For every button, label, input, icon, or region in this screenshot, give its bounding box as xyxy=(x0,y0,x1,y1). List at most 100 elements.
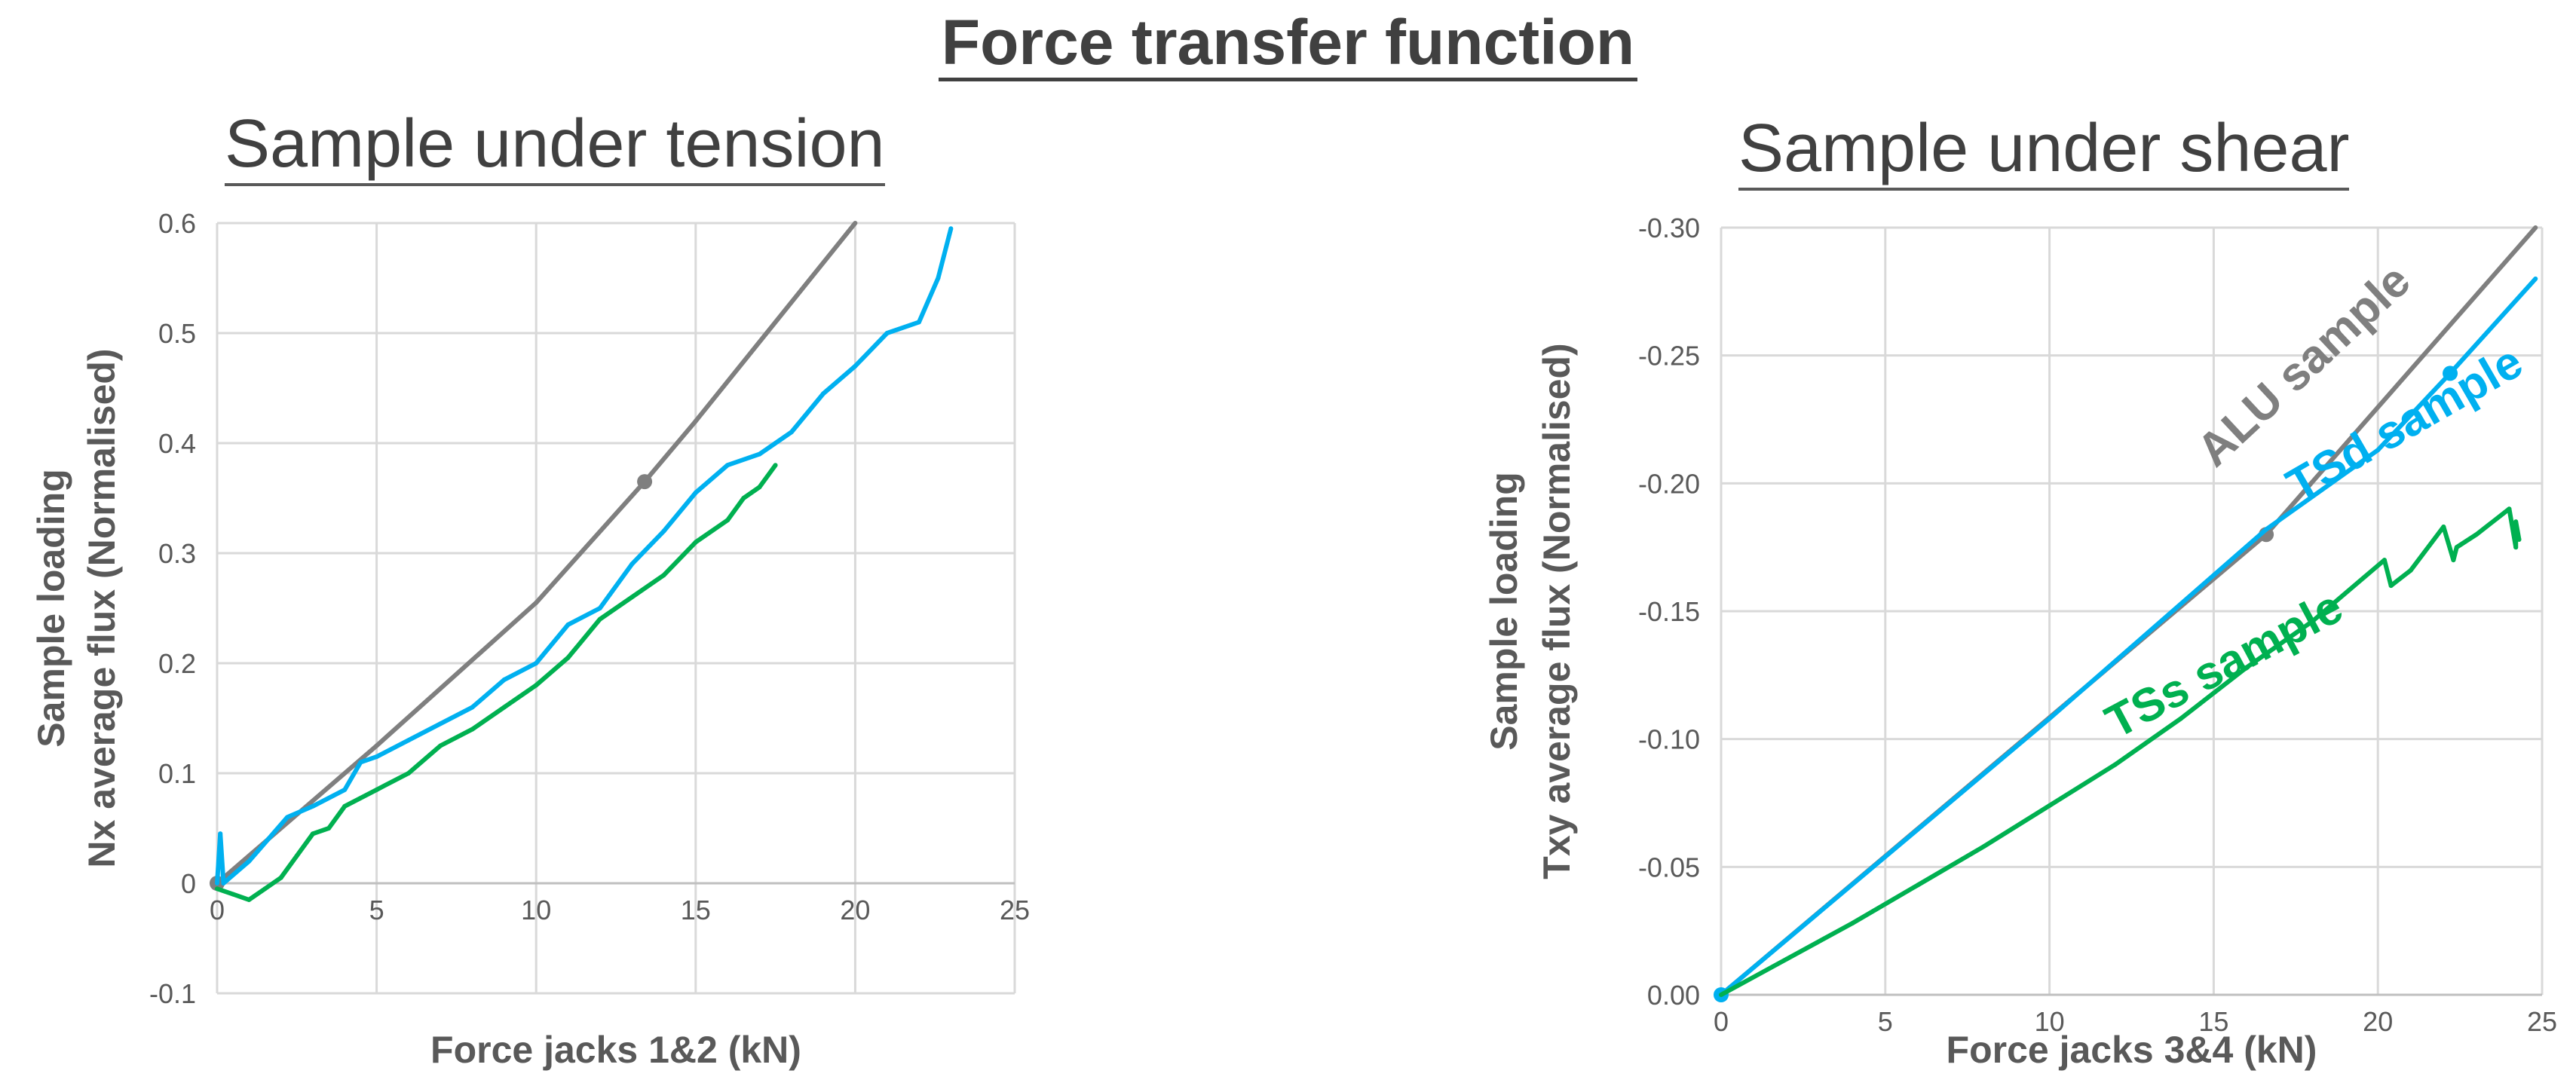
data-point xyxy=(1719,993,1723,997)
data-point xyxy=(1850,920,1855,925)
data-point xyxy=(2178,716,2183,721)
y-tick-label: 0.2 xyxy=(158,648,196,679)
y-axis-title: Txy average flux (Normalised) xyxy=(1536,343,1578,879)
data-point xyxy=(2408,567,2413,573)
data-point xyxy=(247,858,252,864)
data-point xyxy=(310,831,315,837)
data-point xyxy=(884,331,890,335)
chart-shear: 0 5 10 15 20 25 0.00 -0.05 -0.10 -0.15 -0.20 -0.25 -… xyxy=(1483,213,2557,1071)
data-point xyxy=(2375,448,2381,453)
x-tick-label: 5 xyxy=(1878,1006,1893,1037)
x-tick-label: 10 xyxy=(2035,1006,2065,1037)
data-point xyxy=(917,320,922,325)
data-point xyxy=(1784,956,1790,962)
data-point xyxy=(2244,665,2249,670)
y-tick-label: -0.20 xyxy=(1638,468,1700,499)
data-point xyxy=(215,886,219,892)
data-point xyxy=(661,528,666,534)
data-point xyxy=(221,881,226,886)
y-axis-title: Nx average flux (Normalised) xyxy=(81,348,123,867)
data-point xyxy=(853,363,858,369)
y-tick-label: -0.05 xyxy=(1638,852,1700,883)
x-tick-label: 15 xyxy=(681,895,711,925)
chart-right-title-text: Sample under shear xyxy=(1738,111,2350,191)
y-tick-label: 0.4 xyxy=(158,428,196,459)
data-point xyxy=(2264,527,2269,532)
chart-left-title: Sample under tension xyxy=(225,106,885,186)
series-line xyxy=(216,222,857,886)
data-point xyxy=(501,705,507,710)
data-point xyxy=(218,831,223,837)
y-tick-label: 0.5 xyxy=(158,318,196,349)
y-axis-title: Sample loading xyxy=(1483,472,1525,751)
data-point xyxy=(2454,545,2459,550)
series-label: TSs sample xyxy=(2097,581,2351,749)
data-point xyxy=(234,870,239,875)
x-tick-label: 5 xyxy=(369,895,384,925)
series-line xyxy=(1720,506,2522,997)
data-point xyxy=(374,743,379,748)
data-point xyxy=(757,485,762,490)
data-point xyxy=(534,661,539,665)
data-point xyxy=(342,787,348,792)
data-point xyxy=(1916,883,1921,888)
data-point xyxy=(501,677,507,682)
data-point xyxy=(326,826,332,831)
x-axis-title: Force jacks 1&2 (kN) xyxy=(430,1029,801,1071)
data-point xyxy=(358,760,363,765)
y-tick-label: -0.15 xyxy=(1638,596,1700,627)
data-point xyxy=(534,683,539,688)
data-point xyxy=(406,771,411,775)
main-title-text: Force transfer function xyxy=(938,7,1638,81)
data-point xyxy=(936,276,941,280)
data-point xyxy=(757,451,762,457)
y-tick-label: 0.00 xyxy=(1647,980,1700,1011)
data-point xyxy=(661,573,666,578)
y-tick-label: 0 xyxy=(181,868,196,899)
data-point xyxy=(629,561,635,567)
y-tick-label: 0.6 xyxy=(158,208,196,239)
data-point xyxy=(374,754,379,760)
data-point xyxy=(693,540,698,545)
data-point xyxy=(2513,519,2519,525)
series-line xyxy=(215,228,954,886)
data-point xyxy=(725,518,731,523)
data-point xyxy=(438,721,443,727)
data-point xyxy=(534,600,539,605)
data-point xyxy=(2047,716,2052,721)
data-point xyxy=(310,803,315,809)
main-title: Force transfer function xyxy=(0,6,2576,81)
data-point xyxy=(342,803,348,809)
data-point xyxy=(2112,762,2118,767)
chart-left-title-text: Sample under tension xyxy=(225,106,885,186)
data-point xyxy=(565,655,571,660)
data-point xyxy=(1981,844,1986,849)
chart-right-title: Sample under shear xyxy=(1738,110,2350,191)
data-point xyxy=(597,606,602,610)
data-point xyxy=(2473,532,2479,537)
data-point xyxy=(438,743,443,748)
y-tick-label: 0.1 xyxy=(158,758,196,789)
data-point xyxy=(406,738,411,743)
data-point xyxy=(247,897,252,902)
x-tick-label: 25 xyxy=(2527,1006,2557,1037)
data-point xyxy=(853,221,858,225)
y-tick-label: -0.10 xyxy=(1638,724,1700,755)
data-point xyxy=(262,886,268,892)
data-point xyxy=(693,490,698,495)
data-point xyxy=(2516,537,2522,542)
data-point xyxy=(2451,558,2456,563)
data-point xyxy=(2441,525,2446,530)
data-point xyxy=(2513,545,2519,550)
x-tick-label: 25 xyxy=(1000,895,1030,925)
y-tick-label: -0.1 xyxy=(149,978,196,1009)
data-point xyxy=(374,787,379,792)
data-point xyxy=(597,616,602,622)
data-point xyxy=(741,496,746,500)
data-point xyxy=(265,837,271,842)
data-point xyxy=(2507,506,2512,512)
y-tick-label: -0.25 xyxy=(1638,341,1700,372)
data-point xyxy=(565,622,571,627)
x-tick-label: 20 xyxy=(2363,1006,2393,1037)
data-point xyxy=(215,881,219,886)
